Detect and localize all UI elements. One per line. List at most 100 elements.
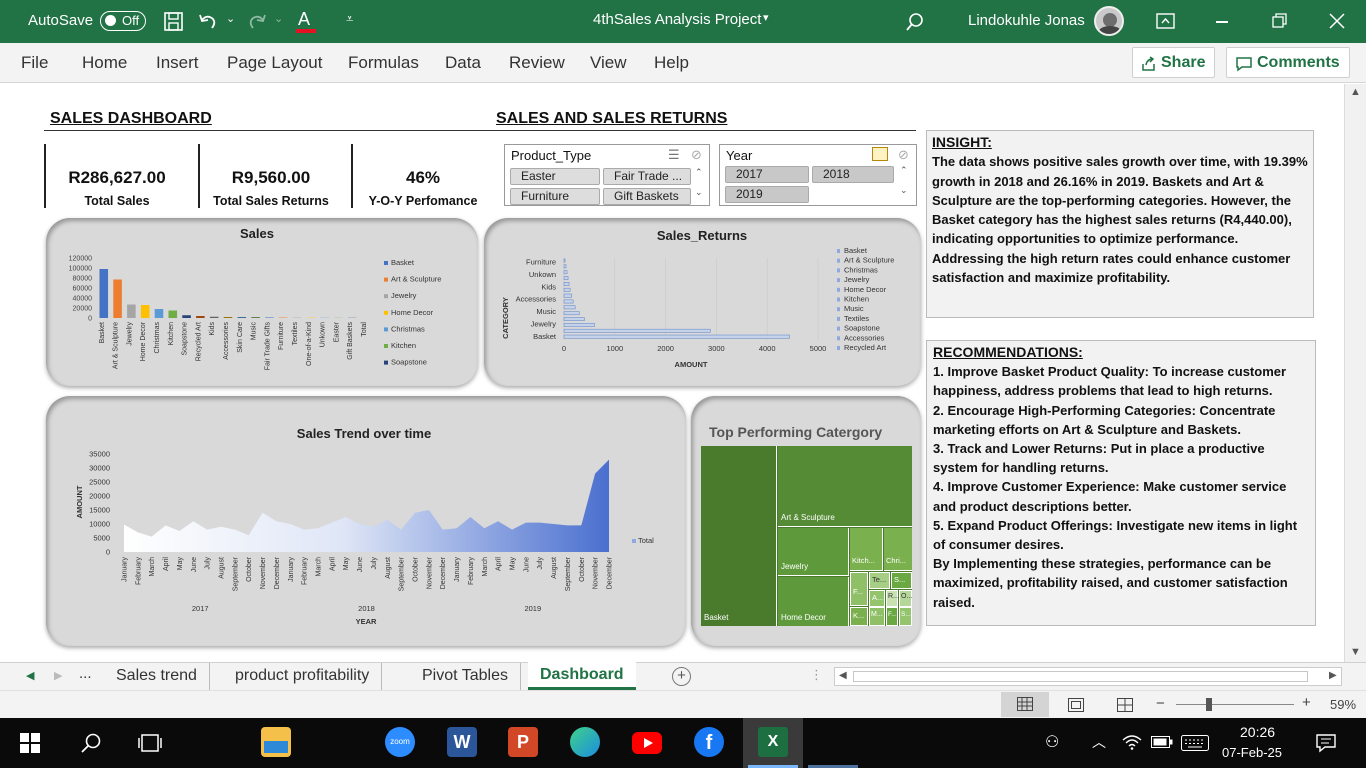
scroll-down-icon[interactable]: ▼ xyxy=(1350,646,1361,658)
search-icon[interactable] xyxy=(904,11,926,33)
slicer-product-type[interactable]: Product_Type ☰ ⊘ Easter Fair Trade ... F… xyxy=(504,144,710,206)
treemap-cell[interactable]: S... xyxy=(899,607,912,626)
bar[interactable] xyxy=(563,282,570,286)
powerpoint-app-icon[interactable]: P xyxy=(508,727,538,757)
more-tabs-button[interactable]: ... xyxy=(79,665,92,682)
split-handle-icon[interactable]: ⋮ xyxy=(810,667,823,682)
wifi-icon[interactable] xyxy=(1122,734,1142,750)
menu-file[interactable]: File xyxy=(21,53,49,72)
bar[interactable] xyxy=(237,317,247,318)
bar[interactable] xyxy=(563,334,790,339)
menu-page-layout[interactable]: Page Layout xyxy=(227,53,323,72)
menu-data[interactable]: Data xyxy=(445,53,481,72)
zoom-slider[interactable] xyxy=(1176,704,1294,705)
bar[interactable] xyxy=(563,328,711,333)
worksheet-area[interactable]: ▲ ▼ SALES DASHBOARD SALES AND SALES RETU… xyxy=(0,84,1366,662)
hscroll-right-icon[interactable]: ▶ xyxy=(1329,670,1337,681)
treemap-cell[interactable]: Art & Sculpture xyxy=(778,446,912,527)
tab-pivot-tables[interactable]: Pivot Tables xyxy=(410,663,521,690)
bar[interactable] xyxy=(223,317,233,318)
top-category-treemap-panel[interactable]: Top Performing Catergory Basket Art & Sc… xyxy=(691,396,921,646)
slicer-item-gift-baskets[interactable]: Gift Baskets xyxy=(603,188,691,205)
notification-center-icon[interactable] xyxy=(1316,733,1336,753)
redo-dropdown-icon[interactable]: ⌄ xyxy=(274,13,284,25)
sales-trend-chart-panel[interactable]: Sales Trend over time 0 5000 10000 15000 200… xyxy=(46,396,686,646)
slicer-year[interactable]: Year ⊘ 2017 2018 2019 ⌃ ⌄ xyxy=(719,144,917,206)
hscroll-left-icon[interactable]: ◀ xyxy=(839,670,847,681)
menu-help[interactable]: Help xyxy=(654,53,689,72)
slicer-item-furniture[interactable]: Furniture xyxy=(510,188,600,205)
treemap-cell[interactable]: F... xyxy=(850,572,868,606)
bar[interactable] xyxy=(563,287,571,292)
title-dropdown-icon[interactable]: ▾ xyxy=(763,12,769,24)
bar[interactable] xyxy=(154,309,164,318)
treemap-cell[interactable]: Jewelry xyxy=(778,528,849,576)
hscroll-thumb[interactable] xyxy=(853,671,1308,682)
treemap-cell[interactable]: Kitch... xyxy=(850,528,883,571)
battery-icon[interactable] xyxy=(1151,736,1173,748)
treemap-cell[interactable]: A... xyxy=(869,590,885,607)
treemap-cell[interactable]: M... xyxy=(869,607,885,626)
bar[interactable] xyxy=(99,269,109,318)
zoom-slider-thumb[interactable] xyxy=(1206,698,1212,711)
slicer-item-2018[interactable]: 2018 xyxy=(812,166,894,183)
tab-scroll-right-icon[interactable]: ▶ xyxy=(54,670,63,682)
bar[interactable] xyxy=(182,315,191,318)
treemap-cell[interactable]: Te... xyxy=(869,572,890,589)
bar[interactable] xyxy=(251,317,260,318)
bar[interactable] xyxy=(563,317,585,321)
bar[interactable] xyxy=(563,276,569,280)
sales-returns-chart-panel[interactable]: Sales_Returns Furniture Unkown Kids Accesso… xyxy=(484,218,921,386)
clear-filter-icon[interactable]: ⊘ xyxy=(898,147,909,162)
multi-select-icon[interactable] xyxy=(872,147,888,161)
scroll-up-icon[interactable]: ▲ xyxy=(1350,86,1361,98)
bar[interactable] xyxy=(563,299,574,304)
bar[interactable] xyxy=(292,317,302,319)
zoom-out-icon[interactable]: − xyxy=(1156,695,1165,712)
horizontal-scrollbar[interactable]: ◀ ▶ xyxy=(834,667,1342,686)
windows-start-icon[interactable] xyxy=(20,733,40,753)
tab-scroll-left-icon[interactable]: ◀ xyxy=(26,670,35,682)
autosave-toggle[interactable]: Off xyxy=(100,11,146,31)
undo-icon[interactable] xyxy=(197,11,219,33)
facebook-app-icon[interactable]: f xyxy=(694,727,724,757)
normal-view-button[interactable] xyxy=(1001,692,1049,717)
vertical-scrollbar[interactable]: ▲ ▼ xyxy=(1344,84,1366,662)
menu-home[interactable]: Home xyxy=(82,53,128,72)
bar[interactable] xyxy=(563,258,566,263)
bar[interactable] xyxy=(209,316,219,318)
task-view-icon[interactable] xyxy=(138,733,162,753)
slicer-item-easter[interactable]: Easter xyxy=(510,168,600,185)
treemap-cell[interactable]: S... xyxy=(891,572,912,589)
word-app-icon[interactable]: W xyxy=(447,727,477,757)
clock-time[interactable]: 20:26 xyxy=(1240,724,1276,740)
clear-filter-icon[interactable]: ⊘ xyxy=(691,147,702,162)
keyboard-icon[interactable] xyxy=(1181,735,1209,751)
redo-icon[interactable] xyxy=(246,11,268,33)
close-icon[interactable] xyxy=(1329,13,1345,29)
treemap-cell[interactable]: Chri... xyxy=(884,528,912,571)
menu-formulas[interactable]: Formulas xyxy=(348,53,419,72)
treemap-cell[interactable]: O... xyxy=(899,590,912,607)
menu-insert[interactable]: Insert xyxy=(156,53,199,72)
treemap-cell[interactable]: R... xyxy=(886,590,899,607)
bar[interactable] xyxy=(127,304,136,319)
taskbar-search-icon[interactable] xyxy=(80,732,102,754)
treemap-cell[interactable]: K... xyxy=(850,607,868,626)
bar[interactable] xyxy=(563,323,595,327)
slicer-scroll-down-icon[interactable]: ⌄ xyxy=(695,187,703,197)
undo-dropdown-icon[interactable]: ⌄ xyxy=(226,13,236,25)
file-explorer-icon[interactable] xyxy=(261,727,291,757)
customize-toolbar-icon[interactable]: ⩡ xyxy=(346,11,354,26)
treemap-cell[interactable]: Basket xyxy=(701,446,777,626)
slicer-item-2017[interactable]: 2017 xyxy=(725,166,809,183)
menu-view[interactable]: View xyxy=(590,53,627,72)
tab-product-profitability[interactable]: product profitability xyxy=(223,663,383,690)
minimize-icon[interactable] xyxy=(1216,21,1228,23)
excel-taskbar-active[interactable]: X xyxy=(743,718,803,768)
bar[interactable] xyxy=(563,293,572,298)
zoom-app-icon[interactable]: zoom xyxy=(385,727,415,757)
sales-chart-panel[interactable]: Sales 0 20000 40000 60000 80000 100000 120000 … xyxy=(46,218,478,386)
restore-icon[interactable] xyxy=(1272,13,1288,29)
bar[interactable] xyxy=(113,279,122,319)
